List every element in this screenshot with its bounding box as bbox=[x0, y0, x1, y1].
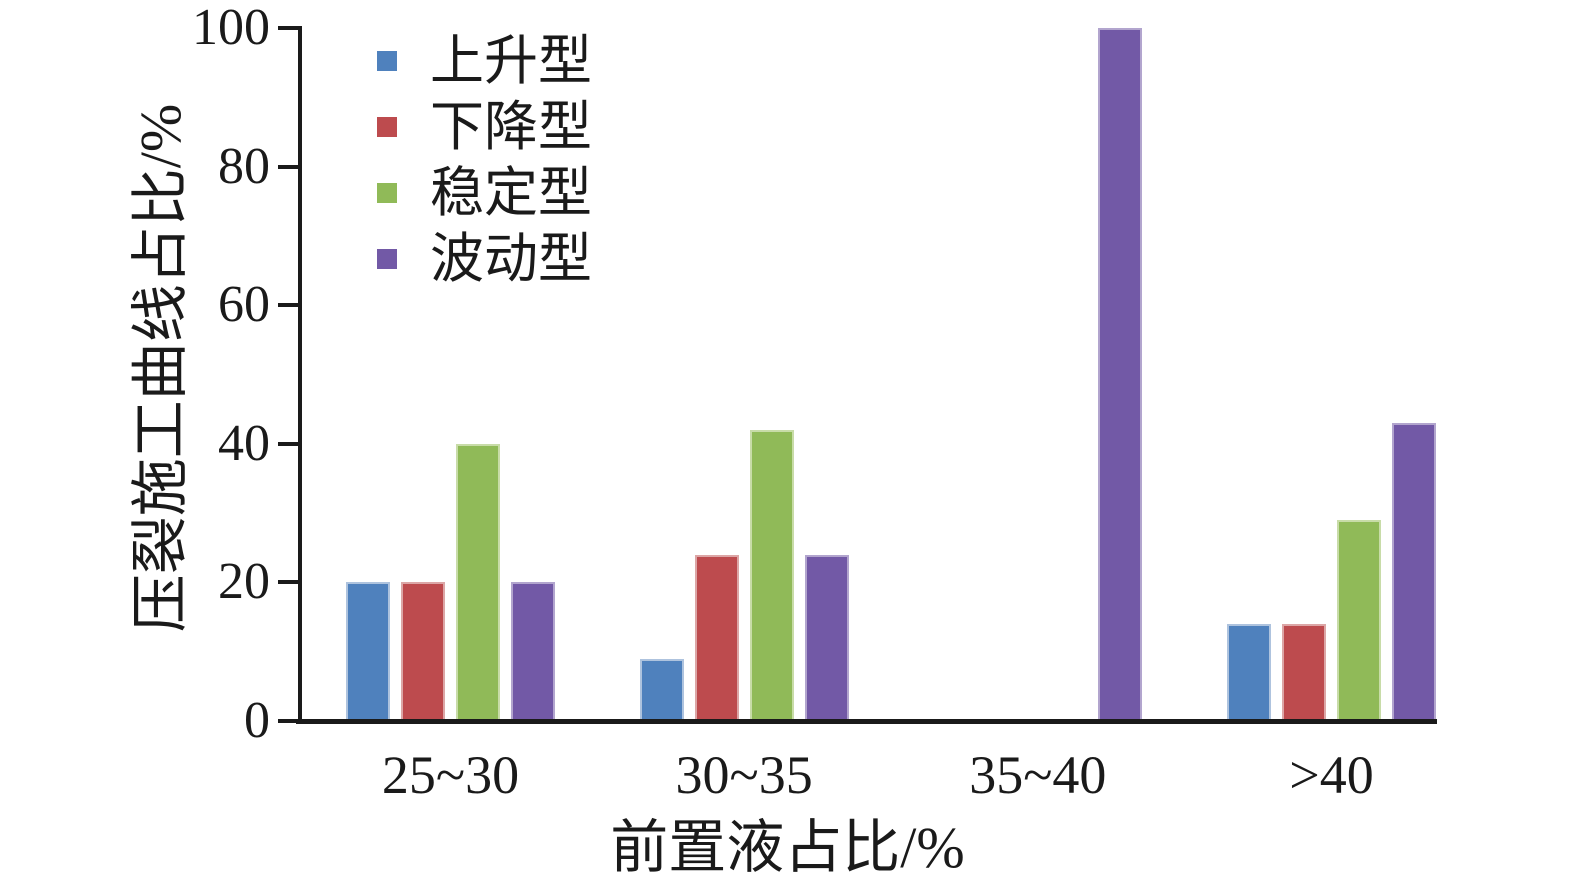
y-tick-label: 60 bbox=[218, 276, 270, 334]
bar-上升型-25~30 bbox=[346, 582, 390, 721]
bar-波动型-25~30 bbox=[511, 582, 555, 721]
legend-swatch-icon bbox=[377, 117, 397, 137]
legend-swatch-icon bbox=[377, 183, 397, 203]
legend-swatch-icon bbox=[377, 51, 397, 71]
x-tick-label: 25~30 bbox=[381, 745, 520, 805]
y-tick-mark bbox=[278, 441, 300, 446]
y-tick-label: 0 bbox=[244, 692, 270, 749]
x-tick-label: 35~40 bbox=[969, 745, 1107, 805]
legend-label: 稳定型 bbox=[430, 163, 592, 223]
y-axis-title: 压裂施工曲线占比/% bbox=[128, 103, 193, 633]
y-tick-label: 20 bbox=[218, 553, 270, 611]
bar-下降型-25~30 bbox=[401, 582, 445, 721]
legend: 上升型 下降型 稳定型 波动型 bbox=[377, 28, 592, 292]
bar-波动型-35~40 bbox=[1098, 28, 1143, 721]
legend-swatch-icon bbox=[377, 249, 397, 269]
y-tick-label: 100 bbox=[192, 0, 270, 56]
bar-稳定型-30~35 bbox=[749, 429, 794, 721]
legend-item: 上升型 bbox=[377, 28, 592, 94]
bar-下降型->40 bbox=[1282, 623, 1326, 721]
bar-稳定型-25~30 bbox=[456, 443, 500, 721]
y-tick-mark bbox=[278, 26, 300, 30]
x-tick-label: 30~35 bbox=[675, 745, 813, 805]
y-tick-label: 40 bbox=[218, 414, 270, 472]
y-tick-mark bbox=[278, 719, 300, 723]
x-axis-spine bbox=[296, 719, 1437, 724]
y-tick-mark bbox=[278, 303, 300, 308]
y-tick-mark bbox=[278, 164, 300, 169]
legend-item: 波动型 bbox=[377, 226, 592, 292]
legend-label: 下降型 bbox=[430, 97, 592, 157]
bar-下降型-30~35 bbox=[694, 554, 739, 721]
bar-波动型->40 bbox=[1392, 423, 1436, 721]
x-tick-label: >40 bbox=[1289, 745, 1374, 805]
bar-上升型->40 bbox=[1227, 623, 1271, 721]
y-tick-mark bbox=[278, 580, 300, 585]
y-axis-spine bbox=[298, 26, 302, 721]
bar-稳定型->40 bbox=[1337, 520, 1381, 721]
bar-上升型-30~35 bbox=[639, 658, 684, 721]
bar-波动型-30~35 bbox=[804, 554, 849, 721]
legend-item: 稳定型 bbox=[377, 160, 592, 226]
legend-item: 下降型 bbox=[377, 94, 592, 160]
x-axis-title: 前置液占比/% bbox=[610, 815, 965, 880]
y-tick-label: 80 bbox=[218, 137, 270, 195]
legend-label: 波动型 bbox=[430, 229, 592, 289]
legend-label: 上升型 bbox=[430, 31, 592, 91]
